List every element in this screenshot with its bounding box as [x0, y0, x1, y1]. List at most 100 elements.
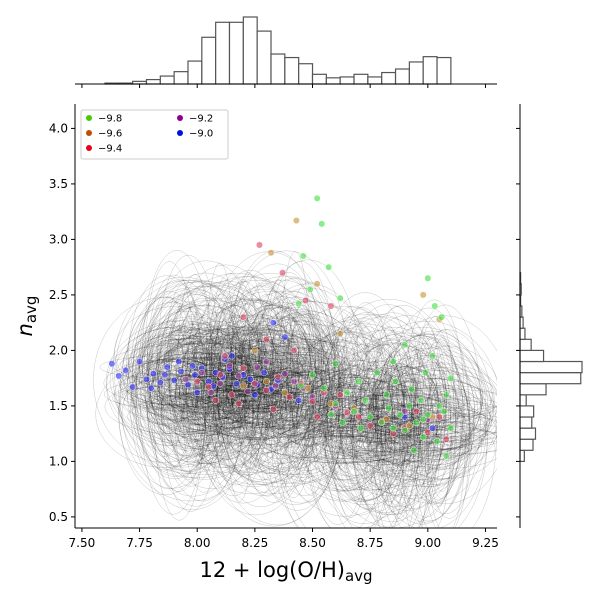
uncertainty-ellipse: [133, 305, 276, 480]
uncertainty-ellipse: [112, 276, 254, 468]
uncertainty-ellipse: [374, 346, 449, 482]
uncertainty-ellipse: [219, 295, 251, 417]
uncertainty-ellipse: [156, 358, 242, 430]
uncertainty-ellipse: [351, 368, 406, 512]
uncertainty-ellipse: [391, 373, 497, 423]
uncertainty-ellipse: [349, 394, 467, 497]
uncertainty-ellipse: [376, 399, 497, 450]
uncertainty-ellipse: [398, 329, 497, 528]
uncertainty-ellipse: [205, 396, 251, 423]
uncertainty-ellipse: [227, 305, 314, 468]
scatter-point: [290, 378, 298, 385]
uncertainty-ellipse: [370, 366, 440, 437]
uncertainty-ellipse: [157, 395, 197, 422]
uncertainty-ellipse: [288, 388, 442, 416]
uncertainty-ellipse: [401, 378, 469, 431]
uncertainty-ellipse: [208, 377, 247, 424]
uncertainty-ellipse: [262, 317, 311, 401]
uncertainty-ellipse: [223, 377, 371, 429]
uncertainty-ellipse: [185, 344, 224, 456]
uncertainty-ellipse: [243, 348, 362, 373]
uncertainty-ellipse: [155, 398, 211, 422]
uncertainty-ellipse: [263, 364, 312, 448]
uncertainty-ellipse: [145, 338, 243, 370]
uncertainty-ellipse: [171, 389, 309, 413]
uncertainty-ellipse: [377, 354, 478, 459]
uncertainty-ellipse: [294, 328, 404, 477]
uncertainty-ellipse: [194, 358, 292, 421]
uncertainty-ellipse: [271, 315, 306, 422]
scatter-point: [442, 435, 450, 443]
uncertainty-ellipse: [367, 391, 415, 420]
uncertainty-ellipse: [356, 367, 424, 528]
uncertainty-ellipse: [148, 345, 229, 472]
uncertainty-ellipse: [375, 343, 400, 453]
uncertainty-ellipse: [307, 394, 423, 427]
uncertainty-ellipse: [336, 370, 405, 510]
uncertainty-ellipse: [175, 369, 261, 425]
top-histogram-bar: [353, 73, 369, 85]
uncertainty-ellipse: [187, 331, 330, 393]
uncertainty-ellipse: [308, 397, 400, 421]
uncertainty-ellipse: [398, 386, 468, 413]
scatter-point: [327, 302, 335, 310]
uncertainty-ellipse: [404, 299, 465, 503]
scatter-point: [274, 373, 282, 381]
uncertainty-ellipse: [372, 306, 422, 515]
top-histogram-bar: [381, 71, 397, 85]
uncertainty-ellipse: [304, 330, 386, 528]
uncertainty-ellipse: [268, 333, 345, 395]
scatter-points: [108, 194, 455, 460]
uncertainty-ellipse: [234, 302, 262, 406]
uncertainty-ellipse: [230, 389, 293, 429]
uncertainty-ellipse: [196, 357, 342, 439]
scatter-point: [212, 396, 220, 404]
uncertainty-ellipse: [349, 326, 379, 490]
uncertainty-ellipse: [323, 383, 408, 410]
uncertainty-ellipse: [362, 354, 438, 466]
uncertainty-ellipse: [140, 301, 207, 515]
right-histogram-bar: [519, 349, 545, 363]
uncertainty-ellipse: [310, 403, 385, 429]
uncertainty-ellipse: [270, 354, 344, 415]
uncertainty-ellipse: [239, 341, 383, 365]
uncertainty-ellipse: [299, 370, 391, 481]
scatter-point: [306, 285, 314, 293]
scatter-point: [272, 382, 280, 390]
uncertainty-ellipse: [258, 371, 353, 410]
scatter-point: [440, 408, 448, 415]
scatter-point: [295, 300, 303, 308]
uncertainty-ellipse: [121, 384, 239, 409]
uncertainty-ellipse: [347, 434, 472, 461]
uncertainty-ellipse: [219, 348, 283, 372]
uncertainty-ellipse: [370, 427, 497, 457]
uncertainty-ellipse: [237, 338, 348, 374]
legend: −9.8 −9.6 −9.4 −9.2 −9.0: [80, 109, 229, 160]
uncertainty-ellipse: [322, 351, 416, 443]
top-histogram-bar: [339, 76, 355, 85]
uncertainty-ellipse: [135, 338, 214, 480]
uncertainty-ellipse: [274, 339, 299, 367]
uncertainty-ellipse: [334, 398, 487, 445]
uncertainty-ellipse: [162, 341, 219, 487]
uncertainty-ellipse: [352, 411, 413, 435]
uncertainty-ellipse: [182, 332, 225, 493]
uncertainty-ellipse: [323, 388, 383, 484]
uncertainty-ellipse: [248, 278, 340, 459]
uncertainty-ellipse: [166, 307, 204, 419]
uncertainty-ellipse: [360, 305, 447, 507]
scatter-point: [150, 370, 157, 378]
uncertainty-ellipse: [370, 421, 433, 465]
scatter-point: [318, 220, 326, 228]
uncertainty-ellipse: [329, 368, 415, 491]
uncertainty-ellipse: [231, 329, 297, 446]
uncertainty-ellipse: [394, 425, 497, 449]
scatter-point: [343, 409, 351, 416]
uncertainty-ellipse: [147, 274, 201, 443]
scatter-point: [163, 363, 171, 371]
uncertainty-ellipse: [195, 367, 284, 412]
uncertainty-ellipse: [271, 371, 325, 395]
uncertainty-ellipse: [387, 385, 497, 416]
uncertainty-ellipse: [202, 326, 266, 469]
uncertainty-ellipse: [171, 325, 277, 387]
